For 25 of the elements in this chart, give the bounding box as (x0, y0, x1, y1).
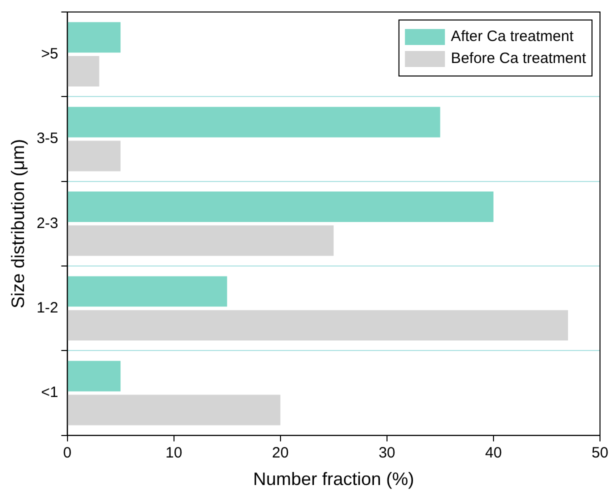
x-tick-label: 20 (272, 444, 289, 462)
bar (68, 106, 440, 138)
legend-label: After Ca treatment (450, 28, 574, 46)
bar (68, 310, 568, 341)
y-axis-title: Size distribution (μm) (8, 138, 28, 308)
x-axis-title: Number fraction (%) (253, 469, 414, 490)
bar (68, 140, 121, 172)
x-tick-label: 40 (485, 444, 502, 462)
bar (68, 56, 100, 87)
bar (68, 22, 121, 53)
x-tick-label: 10 (165, 444, 182, 462)
bar (68, 192, 494, 222)
bar (68, 225, 334, 256)
x-tick-label: 30 (378, 444, 396, 462)
bar (68, 276, 228, 307)
y-tick-label: >5 (41, 45, 58, 62)
x-tick-label: 0 (63, 444, 72, 462)
x-tick-label: 50 (592, 444, 608, 462)
y-tick-label: 3-5 (36, 130, 58, 148)
y-tick-label: 1-2 (36, 300, 58, 317)
bar (68, 360, 121, 392)
bar (68, 394, 280, 426)
legend-label: Before Ca treatment (450, 50, 587, 68)
y-tick-label: <1 (41, 384, 58, 402)
y-tick-label: 2-3 (36, 214, 58, 232)
